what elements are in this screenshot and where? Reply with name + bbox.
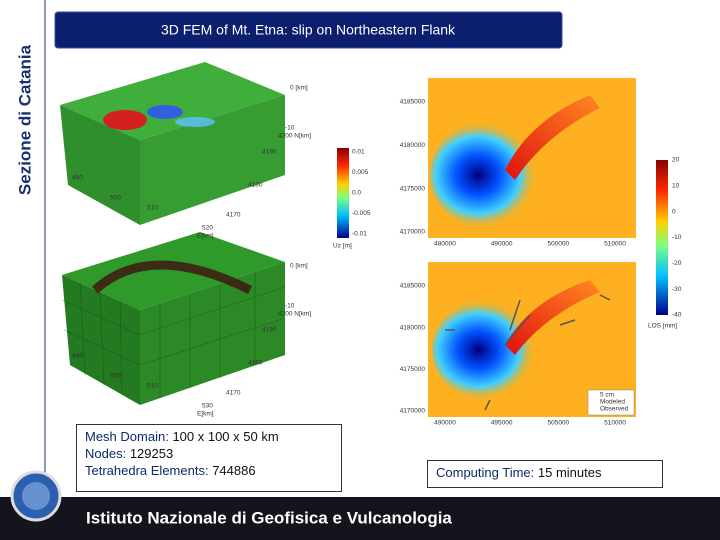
block-label: 0 [km] — [290, 263, 308, 270]
mesh-value: 744886 — [212, 463, 256, 478]
colorbar-tick: -0.01 — [352, 231, 367, 238]
map-y-tick: 4170000 — [400, 408, 426, 415]
map-x-tick: 495000 — [491, 420, 513, 427]
colorbar-tick: -10 — [672, 234, 682, 241]
block-label: 4170 — [226, 212, 241, 219]
colorbar-tick: 10 — [672, 183, 680, 190]
block-label: 500 — [110, 195, 121, 202]
sidebar-text: Sezione di Catania — [15, 44, 34, 195]
mesh-info-box: Mesh Domain: 100 x 100 x 50 km Nodes: 12… — [76, 424, 342, 492]
block-label: E[km] — [197, 233, 214, 240]
colorbar-tick: 0.0 — [352, 190, 361, 197]
colorbar-tick: 20 — [672, 157, 680, 164]
computing-label: Computing Time: — [436, 465, 535, 480]
map-top — [428, 78, 636, 238]
colorbar-label: Uz [m] — [333, 243, 352, 250]
map-x-tick: 500000 — [547, 241, 569, 248]
colorbar-tick: -20 — [672, 260, 682, 267]
footer-text: Istituto Nazionale di Geofisica e Vulcan… — [86, 508, 452, 527]
block-label: 0 [km] — [290, 85, 308, 92]
computing-value: 15 minutes — [537, 465, 602, 480]
colorbar-tick: -40 — [672, 312, 682, 319]
block-bottom — [61, 232, 286, 405]
colorbar-uz — [337, 148, 349, 238]
block-label: 510 — [147, 383, 158, 390]
map-y-tick: 4175000 — [400, 185, 426, 192]
block-label: 4170 — [226, 390, 241, 397]
mesh-label: Mesh Domain: — [85, 429, 169, 444]
block-label: 530 — [202, 403, 213, 410]
map-y-tick: 4180000 — [400, 324, 426, 331]
block-label: 490 — [72, 353, 83, 360]
block-label: 510 — [147, 205, 158, 212]
colorbar-tick: 0 — [672, 208, 676, 215]
block-label: 4180 — [248, 360, 263, 367]
map-y-tick: 4185000 — [400, 283, 426, 290]
block-top — [60, 62, 285, 225]
mesh-line: Nodes: 129253 — [85, 445, 333, 462]
mesh-line: Mesh Domain: 100 x 100 x 50 km — [85, 428, 333, 445]
colorbar-tick: -30 — [672, 286, 682, 293]
map-x-tick: 480000 — [434, 241, 456, 248]
map-legend: Modeled — [600, 399, 625, 406]
map-y-tick: 4185000 — [400, 99, 426, 106]
block-label: 500 — [110, 373, 121, 380]
map-x-tick: 510000 — [604, 420, 626, 427]
colorbar-tick: 0.01 — [352, 149, 365, 156]
map-bottom — [428, 262, 636, 417]
logo-inner — [22, 482, 50, 510]
map-y-tick: 4175000 — [400, 366, 426, 373]
mesh-value: 129253 — [129, 446, 174, 461]
block-label: 520 — [202, 225, 213, 232]
block-label: 4190 — [262, 149, 277, 156]
block-label: -10 — [285, 125, 295, 132]
map-y-tick: 4180000 — [400, 142, 426, 149]
colorbar-label: LOS [mm] — [648, 323, 677, 330]
map-x-tick: 490000 — [491, 241, 513, 248]
mesh-label: Nodes: — [85, 446, 127, 461]
sidebar — [0, 0, 46, 540]
block-label: 490 — [72, 175, 83, 182]
colorbar-tick: -0.005 — [352, 210, 371, 217]
map-x-tick: 505000 — [547, 420, 569, 427]
block-label: 4180 — [248, 182, 263, 189]
computing-box: Computing Time: 15 minutes — [427, 460, 663, 488]
title: 3D FEM of Mt. Etna: slip on Northeastern… — [161, 22, 456, 38]
colorbar-tick: 0.005 — [352, 169, 369, 176]
footer-bar — [0, 497, 720, 540]
map-legend: 5 cm — [600, 392, 614, 399]
block-label: 4200 N[km] — [278, 133, 311, 140]
map-x-tick: 510000 — [604, 241, 626, 248]
map-y-tick: 4170000 — [400, 229, 426, 236]
mesh-line: Tetrahedra Elements: 744886 — [85, 462, 333, 479]
colorbar-los — [656, 160, 668, 315]
mesh-value: 100 x 100 x 50 km — [172, 429, 279, 444]
block-label: 4200 N[km] — [278, 311, 311, 318]
map-x-tick: 490000 — [434, 420, 456, 427]
block-label: -10 — [285, 303, 295, 310]
block-label: E[km] — [197, 411, 214, 418]
block-label: 4190 — [262, 327, 277, 334]
title-box — [54, 11, 563, 49]
map-legend: Observed — [600, 406, 629, 413]
mesh-label: Tetrahedra Elements: — [85, 463, 209, 478]
